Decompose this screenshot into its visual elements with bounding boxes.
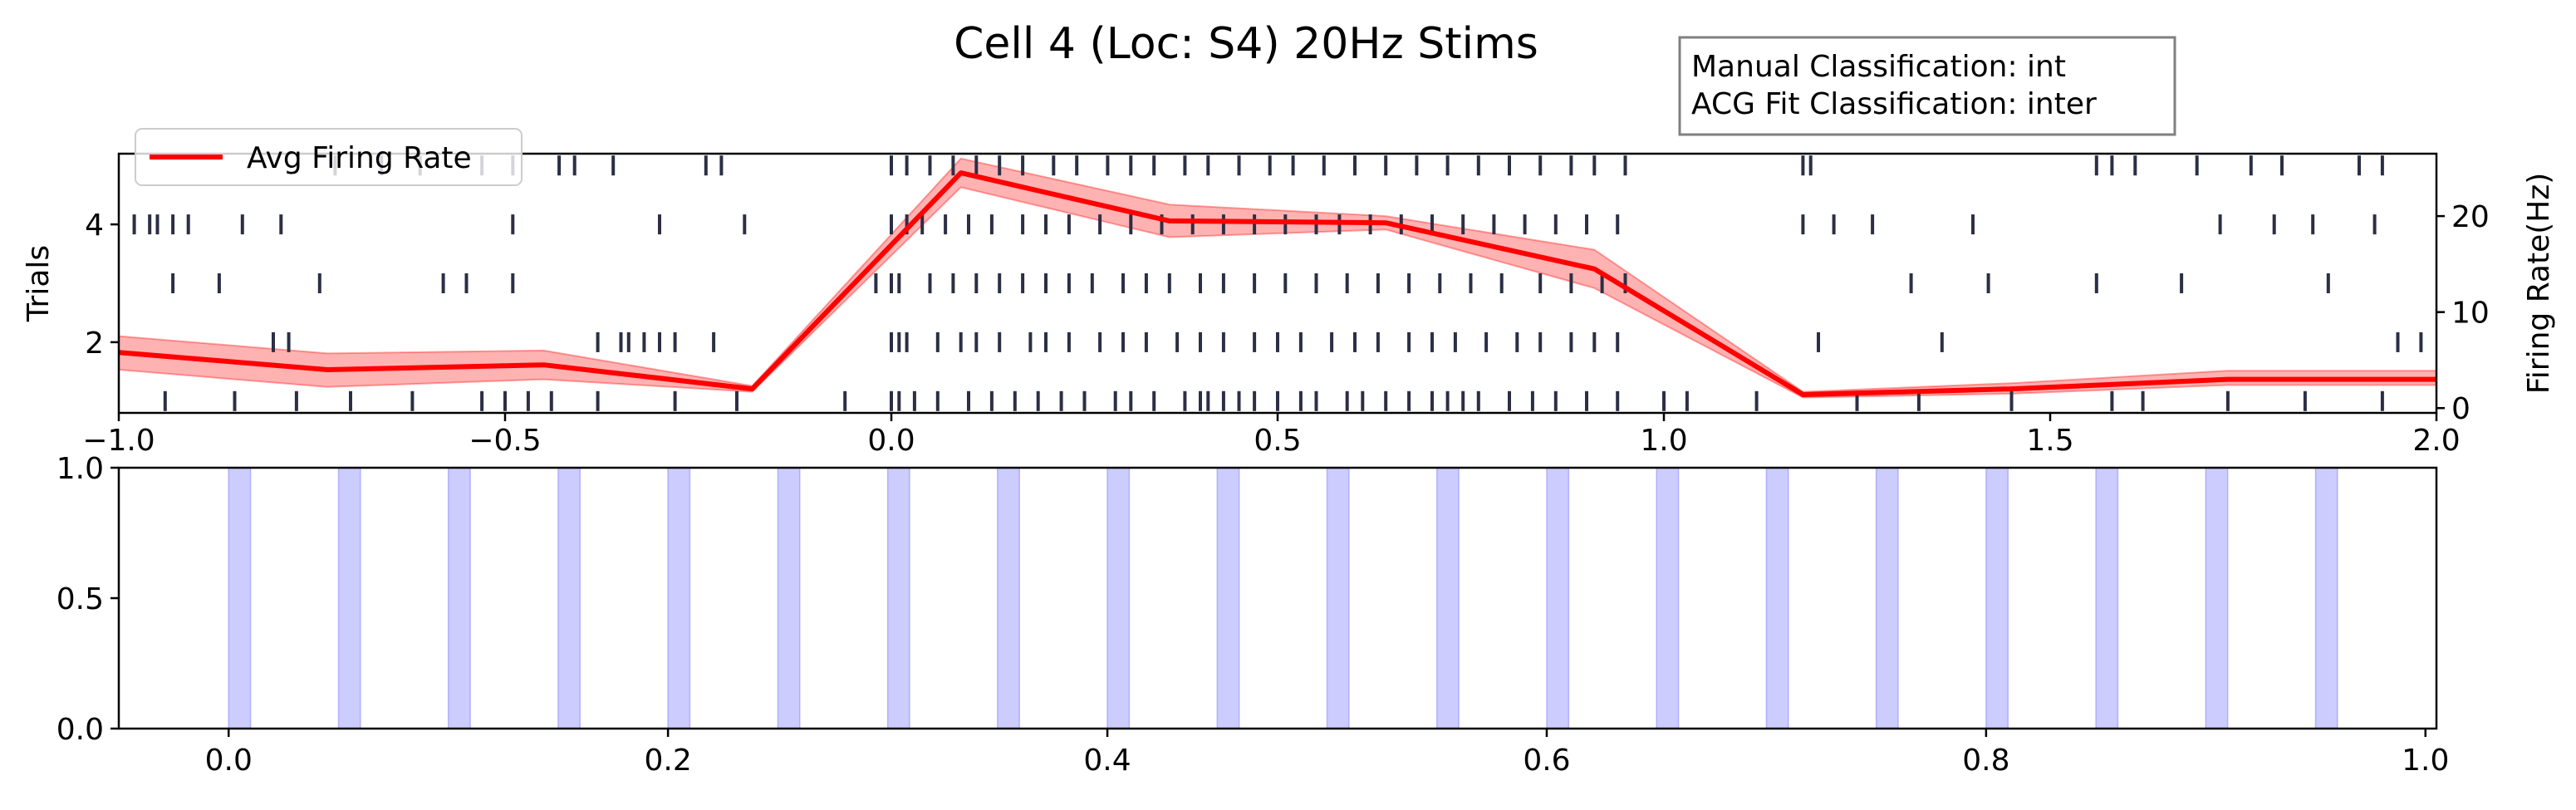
stimulus-pulse (228, 467, 252, 729)
y-tick-label: 1.0 (56, 452, 104, 486)
x-tick-label: 0.4 (1083, 744, 1131, 778)
stimulus-pulse (337, 467, 361, 729)
stimulus-pulse (557, 467, 581, 729)
legend-frame (135, 128, 523, 186)
trials-y-ticks: 24 (85, 209, 119, 361)
stimulus-pulse (886, 467, 910, 729)
stimulus-y-ticks: 0.0 0.5 1.0 (56, 452, 119, 747)
stimulus-pulse (447, 467, 471, 729)
stimulus-x-ticks: 0.0 0.2 0.4 0.6 0.8 1.0 (205, 729, 2449, 778)
classification-box: Manual Classification: int ACG Fit Class… (1678, 36, 2176, 136)
stimulus-pulse (667, 467, 691, 729)
stimulus-pulse (1875, 467, 1899, 729)
stimulus-pulse (777, 467, 801, 729)
stimulus-pulse (2314, 467, 2338, 729)
raster-x-ticks: −1.0 −0.5 0.0 0.5 1.0 1.5 2.0 (82, 413, 2461, 458)
trials-axis-label: Trials (22, 245, 56, 322)
x-tick-label: 0.0 (867, 424, 915, 458)
x-tick-label: 0.6 (1523, 744, 1570, 778)
firing-rate-axis-label: Firing Rate(Hz) (2522, 173, 2556, 395)
spike-raster-layer (132, 155, 2423, 411)
legend-label: Avg Firing Rate (247, 141, 472, 175)
stimulus-axes: 0.0 0.2 0.4 0.6 0.8 1.0 0.0 0.5 1.0 (56, 452, 2450, 778)
stimulus-pulse (1106, 467, 1131, 729)
x-tick-label: 1.5 (2026, 424, 2073, 458)
x-tick-label: 0.2 (645, 744, 692, 778)
stimulus-pulse (2205, 467, 2229, 729)
x-tick-label: −0.5 (469, 424, 541, 458)
x-tick-label: 2.0 (2412, 424, 2460, 458)
avg-firing-rate-line (118, 170, 2436, 397)
x-tick-label: −1.0 (82, 424, 155, 458)
stimulus-pulse (1546, 467, 1570, 729)
trials-tick-label: 2 (85, 326, 104, 361)
chart-title: Cell 4 (Loc: S4) 20Hz Stims (954, 19, 1538, 69)
rate-tick-label: 0 (2451, 392, 2471, 426)
stimulus-pulse (2095, 467, 2119, 729)
legend: Avg Firing Rate (135, 128, 523, 186)
y-tick-label: 0.0 (56, 713, 104, 747)
stimulus-pulse (1435, 467, 1460, 729)
stimulus-pulse (1765, 467, 1789, 729)
rate-y-ticks: 0 10 20 (2436, 200, 2490, 426)
manual-classification-text: Manual Classification: int (1691, 50, 2066, 84)
stimulus-pulse (1656, 467, 1680, 729)
x-tick-label: 1.0 (1640, 424, 1687, 458)
x-tick-label: 0.0 (205, 744, 253, 778)
x-tick-label: 1.0 (2402, 744, 2449, 778)
stimulus-pulse-layer (228, 467, 2338, 729)
trials-tick-label: 4 (85, 209, 104, 243)
acg-fit-classification-text: ACG Fit Classification: inter (1691, 87, 2097, 121)
rate-tick-label: 10 (2451, 297, 2490, 331)
stimulus-pulse (1326, 467, 1350, 729)
x-tick-label: 0.5 (1254, 424, 1301, 458)
classification-box-frame (1678, 36, 2176, 136)
firing-rate-line-layer (118, 170, 2436, 397)
stimulus-pulse (1985, 467, 2009, 729)
stimulus-pulse (997, 467, 1020, 729)
stimulus-pulse (1216, 467, 1240, 729)
rate-tick-label: 20 (2451, 200, 2490, 234)
x-tick-label: 0.8 (1962, 744, 2009, 778)
y-tick-label: 0.5 (56, 582, 104, 616)
